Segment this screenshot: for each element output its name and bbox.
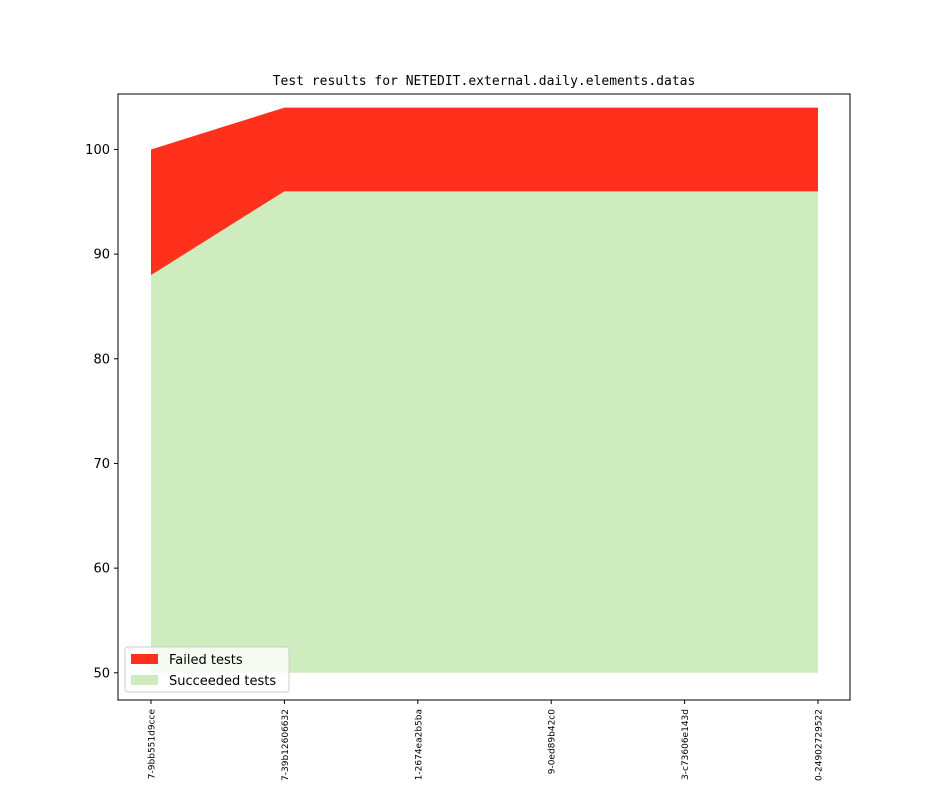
chart-title: Test results for NETEDIT.external.daily.… (273, 74, 696, 89)
legend-swatch-failed (131, 654, 158, 664)
legend-swatch-succeeded (131, 675, 158, 685)
legend: Failed tests Succeeded tests (124, 646, 290, 693)
plot-area (151, 107, 818, 673)
y-tick-label: 60 (93, 562, 110, 577)
y-tick-label: 70 (93, 457, 110, 472)
x-tick-label: 9-0ed89b42c0 (548, 709, 558, 775)
legend-label-failed: Failed tests (169, 653, 243, 668)
area-failed-tests (151, 107, 818, 276)
y-tick-label: 100 (85, 143, 110, 158)
y-tick-label: 80 (93, 352, 110, 367)
legend-label-succeeded: Succeeded tests (169, 674, 276, 689)
axes-frame (117, 93, 851, 701)
x-tick-label: 7-39b12606632 (281, 709, 291, 781)
x-tick-label: 3-c73606e143d (681, 709, 691, 780)
legend-box (124, 646, 290, 693)
x-tick-label: 7-9bb551d9cce (148, 709, 158, 780)
x-tick-label: 0-24902729522 (815, 709, 825, 781)
y-axis: 50 60 70 80 90 100 (85, 143, 118, 681)
x-axis: 7-9bb551d9cce 7-39b12606632 1-2674ea2b5ba 9… (148, 700, 825, 781)
y-tick-label: 50 (93, 666, 110, 681)
x-tick-label: 1-2674ea2b5ba (414, 709, 424, 780)
area-succeeded-tests (151, 191, 818, 673)
y-tick-label: 90 (93, 248, 110, 263)
